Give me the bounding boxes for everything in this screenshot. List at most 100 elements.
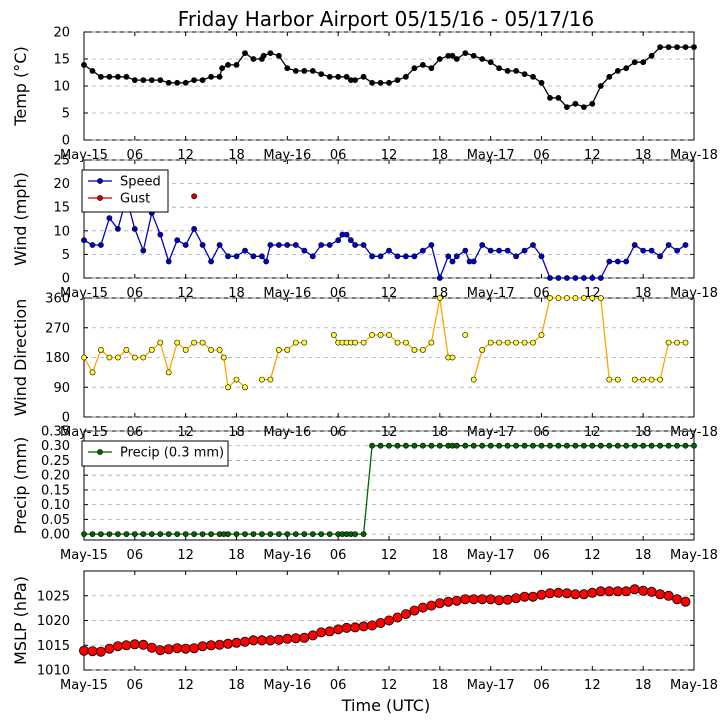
wind-ytick-label-1: 5 bbox=[62, 248, 70, 263]
mslp-point-0-0-62 bbox=[604, 586, 615, 597]
wdir-point-0-2-7 bbox=[369, 332, 375, 338]
wind-point-0-0-38 bbox=[377, 253, 384, 260]
mslp-point-0-0-29 bbox=[324, 626, 335, 637]
mslp-point-0-0-16 bbox=[214, 639, 225, 650]
precip-point-0-0-6 bbox=[131, 531, 138, 537]
precip-point-0-0-75 bbox=[682, 442, 689, 449]
wind-point-0-0-33 bbox=[343, 231, 350, 238]
wdir-point-0-5-2 bbox=[648, 376, 655, 383]
wind-point-0-0-2 bbox=[98, 242, 104, 248]
precip-point-0-0-72 bbox=[657, 442, 663, 449]
mslp-point-0-0-63 bbox=[612, 586, 623, 597]
precip-point-0-0-55 bbox=[513, 442, 519, 449]
mslp-xtick-label-0: May-15 bbox=[60, 678, 108, 693]
wind-point-0-0-51 bbox=[470, 258, 477, 265]
precip-ytick-label-0: 0.00 bbox=[41, 528, 70, 543]
temp-point-0-0-36 bbox=[360, 73, 367, 80]
temp-point-0-0-54 bbox=[504, 68, 511, 74]
wdir-point-0-0-10 bbox=[165, 369, 172, 376]
wind-point-0-0-72 bbox=[648, 247, 655, 254]
wdir-point-0-4-8 bbox=[538, 332, 545, 338]
precip-point-0-0-66 bbox=[606, 442, 613, 449]
precip-point-0-0-8 bbox=[148, 531, 155, 537]
precip-xtick-label-5: 06 bbox=[330, 548, 347, 563]
mslp-point-0-0-58 bbox=[570, 589, 581, 600]
precip-ytick-label-7: 0.35 bbox=[41, 425, 70, 440]
mslp-point-0-0-59 bbox=[578, 589, 589, 600]
precip-xtick-label-1: 06 bbox=[127, 548, 144, 563]
mslp-point-0-0-71 bbox=[680, 596, 691, 607]
mslp-point-0-0-39 bbox=[409, 605, 420, 616]
temp-point-0-0-23 bbox=[260, 52, 267, 59]
temp-xtick-label-3: 18 bbox=[228, 148, 245, 163]
wind-point-0-0-45 bbox=[436, 275, 443, 281]
mslp-point-0-0-48 bbox=[485, 594, 496, 605]
temp-point-0-0-40 bbox=[394, 77, 401, 83]
wdir-point-0-2-5 bbox=[352, 339, 358, 346]
wdir-y-axis-label: Wind Direction bbox=[11, 299, 30, 417]
precip-point-0-0-35 bbox=[352, 531, 358, 537]
wind-ytick-label-0: 0 bbox=[62, 272, 70, 287]
wdir-point-0-4-5 bbox=[513, 339, 519, 346]
precip-ytick-label-6: 0.30 bbox=[41, 439, 70, 454]
mslp-point-0-0-45 bbox=[460, 594, 471, 605]
precip-point-0-0-42 bbox=[411, 442, 418, 449]
wind-point-0-0-36 bbox=[360, 242, 367, 248]
temp-point-0-0-8 bbox=[148, 77, 155, 83]
temp-point-0-0-18 bbox=[225, 62, 231, 68]
wdir-point-0-0-2 bbox=[98, 346, 104, 353]
wind-point-0-0-23 bbox=[267, 242, 274, 248]
wdir-point-0-2-9 bbox=[386, 332, 392, 338]
wdir-point-0-2-17 bbox=[449, 354, 456, 361]
wind-point-0-0-9 bbox=[157, 231, 164, 238]
precip-point-0-0-29 bbox=[318, 531, 325, 537]
temp-point-0-0-47 bbox=[449, 52, 456, 59]
wdir-point-0-1-5 bbox=[301, 339, 308, 346]
temp-ytick-label-3: 15 bbox=[53, 53, 70, 68]
temp-xtick-label-4: May-16 bbox=[263, 148, 311, 163]
wdir-point-0-4-16 bbox=[606, 376, 613, 383]
wdir-point-0-0-4 bbox=[115, 354, 121, 361]
wind-point-0-0-42 bbox=[411, 253, 418, 260]
mslp-point-0-0-24 bbox=[282, 633, 293, 644]
temp-point-0-0-2 bbox=[98, 73, 104, 80]
temp-point-0-0-31 bbox=[326, 73, 333, 80]
wind-point-0-0-76 bbox=[682, 242, 689, 248]
temp-ytick-label-4: 20 bbox=[53, 26, 70, 41]
precip-point-0-0-21 bbox=[250, 531, 257, 537]
temp-point-0-0-30 bbox=[318, 71, 325, 77]
temp-xtick-label-11: 18 bbox=[635, 148, 652, 163]
temp-point-0-0-66 bbox=[606, 73, 613, 80]
mslp-point-0-0-19 bbox=[239, 636, 250, 647]
wind-point-0-0-70 bbox=[631, 242, 638, 248]
mslp-point-0-0-60 bbox=[587, 587, 598, 598]
precip-point-0-0-54 bbox=[504, 442, 511, 449]
precip-point-0-0-58 bbox=[538, 442, 545, 449]
temp-point-0-0-74 bbox=[674, 44, 680, 50]
precip-point-0-0-7 bbox=[140, 531, 147, 537]
wind-legend-label-0: Speed bbox=[120, 175, 161, 190]
precip-point-0-0-61 bbox=[564, 442, 570, 449]
precip-ytick-label-2: 0.10 bbox=[41, 498, 70, 513]
wdir-point-0-1-3 bbox=[284, 346, 291, 353]
precip-point-0-0-5 bbox=[123, 531, 130, 537]
wind-point-0-0-46 bbox=[445, 253, 452, 260]
mslp-point-0-0-8 bbox=[146, 642, 157, 653]
wind-point-0-0-15 bbox=[208, 258, 214, 265]
temp-point-0-0-56 bbox=[521, 71, 528, 77]
mslp-point-0-0-69 bbox=[663, 590, 674, 601]
temp-point-0-0-62 bbox=[572, 100, 579, 107]
temp-point-0-0-29 bbox=[309, 68, 316, 74]
precip-point-0-0-45 bbox=[436, 442, 443, 449]
precip-point-0-0-76 bbox=[691, 442, 697, 449]
mslp-xtick-label-11: 18 bbox=[635, 678, 652, 693]
wind-xtick-label-7: 18 bbox=[432, 286, 449, 301]
precip-point-0-0-73 bbox=[665, 442, 672, 449]
temp-point-0-0-25 bbox=[275, 52, 282, 59]
precip-point-0-0-9 bbox=[157, 531, 164, 537]
precip-point-0-0-11 bbox=[174, 531, 181, 537]
temp-point-0-0-50 bbox=[470, 52, 477, 59]
wind-point-0-0-16 bbox=[216, 242, 223, 248]
wdir-series-0-line-1 bbox=[261, 341, 305, 381]
wind-point-0-0-41 bbox=[402, 253, 409, 260]
